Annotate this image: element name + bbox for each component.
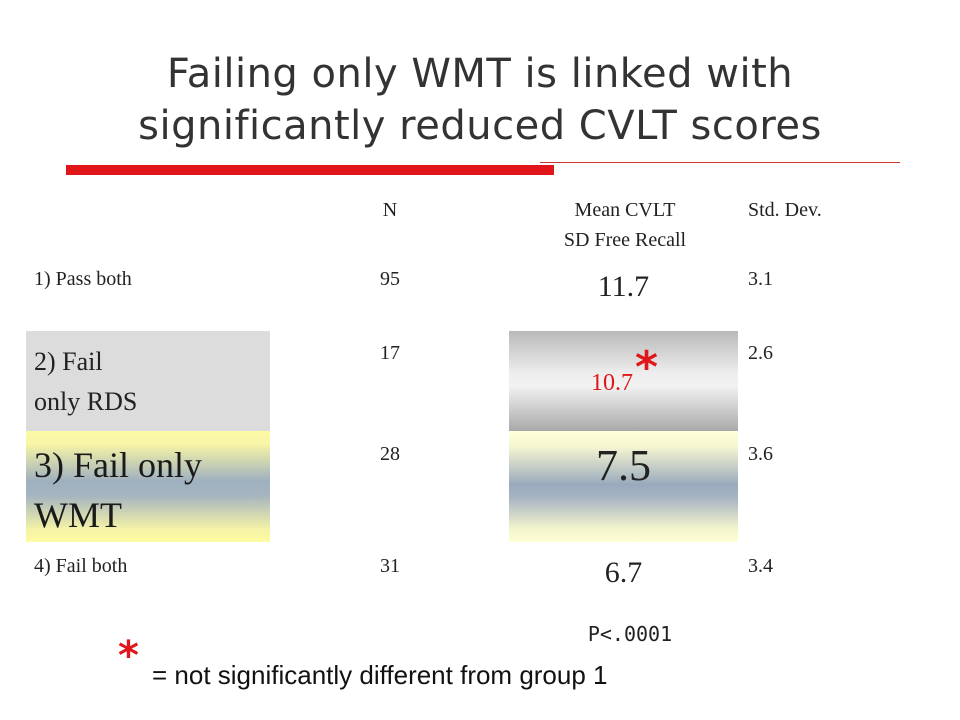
title-line-2: significantly reduced CVLT scores (138, 103, 822, 149)
title-line-1: Failing only WMT is linked with (166, 51, 794, 97)
row2-significance-marker: * (634, 342, 658, 393)
row2-label-line2: only RDS (34, 387, 138, 416)
title-divider-accent (66, 165, 554, 175)
p-value: P<.0001 (587, 622, 673, 646)
row3-label-line1: 3) Fail only (34, 445, 202, 485)
title-divider-thin (540, 162, 900, 163)
col-header-n: N (382, 199, 398, 221)
row3-std: 3.6 (748, 443, 773, 465)
row2-mean-highlight (509, 331, 738, 431)
row2-label-line1: 2) Fail (34, 347, 103, 376)
footnote-text: = not significantly different from group… (152, 660, 608, 690)
row2-label: 2) Fail only RDS (34, 342, 137, 422)
row1-std: 3.1 (748, 268, 773, 290)
slide-title: Failing only WMT is linked with signific… (20, 48, 940, 152)
row2-mean-cell: 10.7* (509, 342, 738, 401)
row2-n: 17 (380, 342, 400, 364)
row4-std: 3.4 (748, 555, 773, 577)
row3-mean-highlight (509, 431, 738, 542)
col-header-mean-line1: Mean CVLT (574, 199, 676, 221)
row4-mean: 6.7 (604, 556, 643, 589)
col-header-mean: Mean CVLT SD Free Recall (500, 195, 750, 255)
row2-std: 2.6 (748, 342, 773, 364)
col-header-mean-line2: SD Free Recall (563, 229, 687, 251)
row3-mean: 7.5 (596, 441, 651, 490)
row3-label-line2: WMT (34, 495, 122, 535)
row2-label-highlight (26, 331, 270, 431)
row1-n: 95 (380, 268, 400, 290)
row3-label-highlight (26, 431, 270, 542)
row3-n: 28 (380, 443, 400, 465)
row2-mean: 10.7 (590, 370, 633, 396)
row4-label: 4) Fail both (34, 555, 128, 577)
row4-n: 31 (380, 555, 400, 577)
row1-label: 1) Pass both (34, 268, 132, 290)
footnote-marker: * (118, 633, 139, 679)
col-header-std: Std. Dev. (748, 199, 822, 221)
row1-mean: 11.7 (597, 270, 650, 303)
row3-label: 3) Fail only WMT (34, 440, 202, 540)
